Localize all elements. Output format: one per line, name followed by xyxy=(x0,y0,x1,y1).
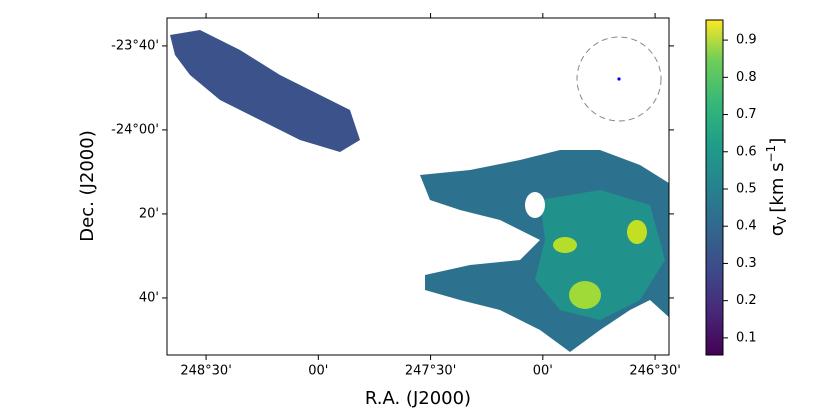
colorbar-tick-label: 0.9 xyxy=(736,33,757,48)
beam-dot xyxy=(617,77,621,81)
colorbar-tick-label: 0.3 xyxy=(736,256,757,271)
y-tick-label: -23°40' xyxy=(111,38,159,53)
x-tick-label: 246°30' xyxy=(629,364,680,379)
colorbar-tick-label: 0.4 xyxy=(736,219,757,234)
y-tick-label: 40' xyxy=(139,290,159,305)
x-axis-label: R.A. (J2000) xyxy=(365,388,471,409)
colorbar-tick-label: 0.7 xyxy=(736,107,757,122)
colorbar-tick-label: 0.2 xyxy=(736,293,757,308)
x-tick-label: 248°30' xyxy=(180,364,231,379)
colorbar-label: σV[km s−1] xyxy=(764,138,789,236)
colorbar-tick-label: 0.8 xyxy=(736,70,757,85)
y-tick-label: 20' xyxy=(139,206,159,221)
x-tick-label: 00' xyxy=(308,364,328,379)
x-tick-label: 247°30' xyxy=(405,364,456,379)
y-axis-label: Dec. (J2000) xyxy=(77,130,98,241)
colorbar-tick-label: 0.1 xyxy=(736,330,757,345)
x-tick-label: 00' xyxy=(533,364,553,379)
plot-frame xyxy=(166,17,670,356)
colorbar xyxy=(705,19,724,356)
y-tick-label: -24°00' xyxy=(111,122,159,137)
map-image xyxy=(170,30,669,352)
beam-circle xyxy=(576,36,662,122)
colorbar-tick-label: 0.6 xyxy=(736,144,757,159)
colorbar-tick-label: 0.5 xyxy=(736,181,757,196)
